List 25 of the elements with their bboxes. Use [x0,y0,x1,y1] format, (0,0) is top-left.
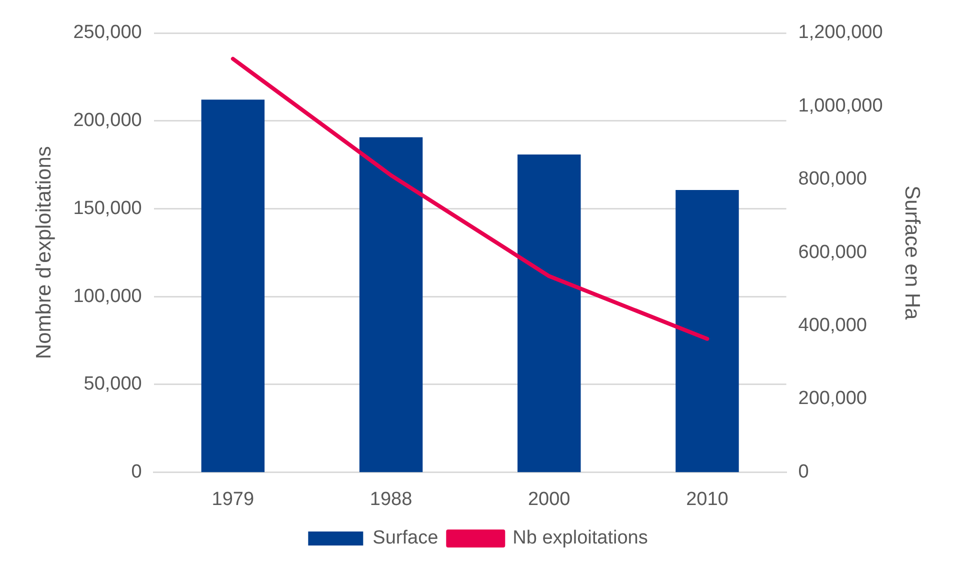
bar [518,154,581,472]
legend-label: Surface [372,528,438,549]
y-tick-label: 0 [131,461,142,482]
y-tick-label: 150,000 [73,198,142,219]
bar [201,100,265,472]
y2-tick-label: 1,200,000 [798,22,883,44]
legend-label: Nb exploitations [512,528,648,549]
x-tick-label: 1979 [212,488,254,510]
y2-axis-title: Surface en Ha [900,185,924,320]
y2-tick-label: 800,000 [798,168,867,190]
y-tick-label: 200,000 [73,110,142,132]
y2-tick-label: 0 [798,461,809,482]
x-tick-label: 1988 [370,488,412,510]
y2-tick-label: 600,000 [798,242,867,263]
y2-tick-label: 1,000,000 [798,95,883,116]
y2-tick-label: 200,000 [798,388,867,410]
y-tick-label: 250,000 [73,22,142,44]
bar [676,190,739,472]
y-tick-label: 50,000 [84,374,142,395]
y-tick-label: 100,000 [73,286,142,307]
y-axis-title: Nombre d'exploitations [32,146,56,360]
x-tick-label: 2000 [528,488,570,510]
y2-tick-label: 400,000 [798,315,867,336]
bar [359,137,423,472]
x-tick-label: 2010 [686,488,728,510]
